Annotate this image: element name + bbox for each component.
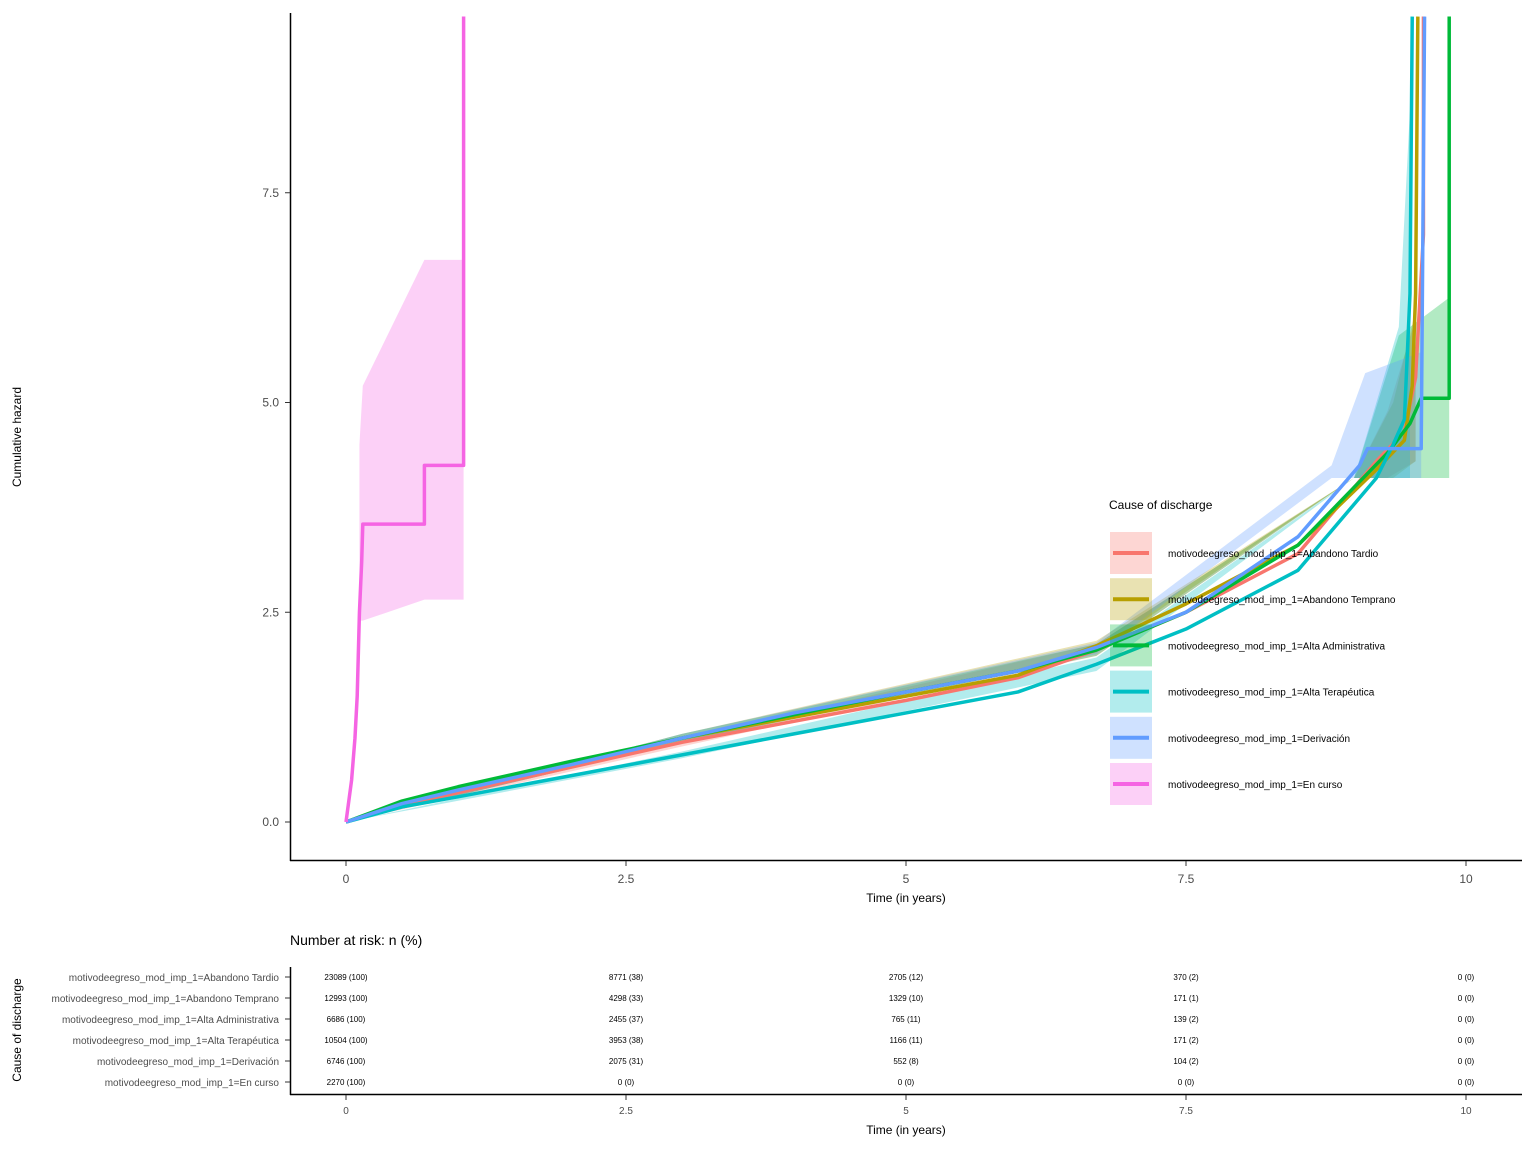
risk-x-tick-label: 5: [903, 1106, 909, 1117]
risk-row-label: motivodeegreso_mod_imp_1=En curso: [105, 1078, 280, 1089]
risk-table-row: motivodeegreso_mod_imp_1=Derivación 6746 …: [97, 1057, 1475, 1068]
risk-x-tick-label: 0: [343, 1106, 349, 1117]
line-series-5: [344, 16, 466, 823]
risk-table-row: motivodeegreso_mod_imp_1=Abandono Tardio…: [69, 973, 1475, 984]
y-tick-label: 7.5: [262, 186, 279, 200]
risk-row-label: motivodeegreso_mod_imp_1=Abandono Tardio: [69, 973, 280, 984]
y-tick-label: 0.0: [262, 815, 279, 829]
x-tick-label: 0: [343, 872, 350, 886]
legend-label: motivodeegreso_mod_imp_1=Abandono Tardio: [1168, 549, 1379, 560]
risk-table: Number at risk: n (%) motivodeegreso_mod…: [10, 932, 1522, 1137]
risk-cell: 0 (0): [1458, 1036, 1475, 1045]
x-tick-label: 5: [903, 872, 910, 886]
risk-cell: 552 (8): [893, 1057, 919, 1066]
line-series-3: [345, 16, 1414, 824]
hazard-curves: [344, 16, 1451, 824]
risk-cell: 2075 (31): [609, 1057, 644, 1066]
risk-cell: 4298 (33): [609, 994, 644, 1003]
risk-cell: 0 (0): [1178, 1078, 1195, 1087]
risk-table-row: motivodeegreso_mod_imp_1=Alta Administra…: [62, 1015, 1475, 1026]
main-plot: 0 2.5 5 7.5 10 0.02.55.07.5 Time (in years) …: [10, 13, 1522, 905]
x-axis-title: Time (in years): [866, 891, 946, 905]
risk-cell: 0 (0): [1458, 1015, 1475, 1024]
risk-cell: 23089 (100): [324, 973, 367, 982]
risk-cell: 0 (0): [618, 1078, 635, 1087]
x-tick-label: 2.5: [618, 872, 635, 886]
band-series-4: [346, 352, 1422, 822]
y-axis-title: Cumulative hazard: [10, 387, 24, 487]
risk-table-row: motivodeegreso_mod_imp_1=En curso 2270 (1…: [105, 1078, 1475, 1089]
risk-x-tick-label: 10: [1460, 1106, 1472, 1117]
band-series-2: [346, 297, 1450, 822]
risk-cell: 6746 (100): [327, 1057, 366, 1066]
risk-table-x-ticks: 0 2.5 5 7.5 10: [343, 1095, 1472, 1117]
risk-cell: 1166 (11): [889, 1036, 922, 1045]
risk-row-label: motivodeegreso_mod_imp_1=Alta Administra…: [62, 1015, 279, 1026]
risk-table-y-title: Cause of discharge: [10, 978, 24, 1082]
risk-table-row: motivodeegreso_mod_imp_1=Alta Terapéutic…: [73, 1036, 1475, 1047]
risk-table-row: motivodeegreso_mod_imp_1=Abandono Tempra…: [52, 994, 1475, 1005]
legend-item: motivodeegreso_mod_imp_1=Derivación: [1110, 716, 1350, 759]
risk-cell: 12993 (100): [324, 994, 367, 1003]
risk-cell: 370 (2): [1173, 973, 1199, 982]
risk-cell: 1329 (10): [889, 994, 924, 1003]
risk-table-title: Number at risk: n (%): [290, 932, 422, 948]
risk-row-label: motivodeegreso_mod_imp_1=Abandono Tempra…: [52, 994, 280, 1005]
band-series-5: [359, 259, 464, 621]
risk-cell: 3953 (38): [609, 1036, 644, 1045]
risk-cell: 0 (0): [1458, 994, 1475, 1003]
risk-cell: 10504 (100): [324, 1036, 367, 1045]
legend-item: motivodeegreso_mod_imp_1=Abandono Tardio: [1110, 532, 1379, 574]
risk-x-tick-label: 2.5: [619, 1106, 633, 1117]
legend-label: motivodeegreso_mod_imp_1=En curso: [1168, 780, 1343, 791]
risk-table-x-title: Time (in years): [866, 1123, 946, 1137]
legend-item: motivodeegreso_mod_imp_1=Alta Terapéutic…: [1110, 670, 1375, 713]
x-tick-label: 10: [1459, 872, 1473, 886]
risk-table-rows: motivodeegreso_mod_imp_1=Abandono Tardio…: [52, 973, 1475, 1089]
band-series-3: [346, 108, 1410, 823]
risk-cell: 0 (0): [1458, 973, 1475, 982]
risk-cell: 2270 (100): [327, 1078, 366, 1087]
legend-label: motivodeegreso_mod_imp_1=Abandono Tempra…: [1168, 595, 1396, 606]
legend-item: motivodeegreso_mod_imp_1=En curso: [1110, 763, 1343, 805]
y-tick-label: 5.0: [262, 396, 279, 410]
line-series-4: [345, 16, 1427, 824]
legend-title: Cause of discharge: [1109, 498, 1213, 512]
y-axis-ticks: 0.0 2.5 5.0 7.5: [262, 186, 290, 829]
confidence-bands: [346, 108, 1450, 823]
risk-cell: 104 (2): [1173, 1057, 1199, 1066]
risk-cell: 8771 (38): [609, 973, 644, 982]
line-series-1: [345, 16, 1420, 824]
legend-label: motivodeegreso_mod_imp_1=Alta Terapéutic…: [1168, 688, 1375, 699]
risk-cell: 171 (2): [1173, 1036, 1199, 1045]
legend-label: motivodeegreso_mod_imp_1=Derivación: [1168, 734, 1350, 745]
legend-items: motivodeegreso_mod_imp_1=Abandono Tardio…: [1110, 532, 1396, 805]
risk-cell: 0 (0): [898, 1078, 915, 1087]
risk-cell: 6686 (100): [327, 1015, 366, 1024]
legend-item: motivodeegreso_mod_imp_1=Alta Administra…: [1110, 624, 1385, 667]
y-tick-label: 2.5: [262, 605, 279, 619]
risk-cell: 2455 (37): [609, 1015, 644, 1024]
risk-row-label: motivodeegreso_mod_imp_1=Derivación: [97, 1057, 279, 1068]
risk-cell: 0 (0): [1458, 1078, 1475, 1087]
risk-cell: 171 (1): [1173, 994, 1199, 1003]
risk-cell: 139 (2): [1173, 1015, 1199, 1024]
legend-item: motivodeegreso_mod_imp_1=Abandono Tempra…: [1110, 578, 1396, 621]
risk-cell: 2705 (12): [889, 973, 924, 982]
risk-cell: 0 (0): [1458, 1057, 1475, 1066]
legend-label: motivodeegreso_mod_imp_1=Alta Administra…: [1168, 641, 1385, 652]
risk-row-label: motivodeegreso_mod_imp_1=Alta Terapéutic…: [73, 1036, 280, 1047]
legend: Cause of discharge motivodeegreso_mod_im…: [1109, 498, 1396, 805]
risk-cell: 765 (11): [891, 1015, 921, 1024]
x-axis-ticks: 0 2.5 5 7.5 10: [343, 861, 1473, 886]
risk-x-tick-label: 7.5: [1179, 1106, 1193, 1117]
x-tick-label: 7.5: [1178, 872, 1195, 886]
